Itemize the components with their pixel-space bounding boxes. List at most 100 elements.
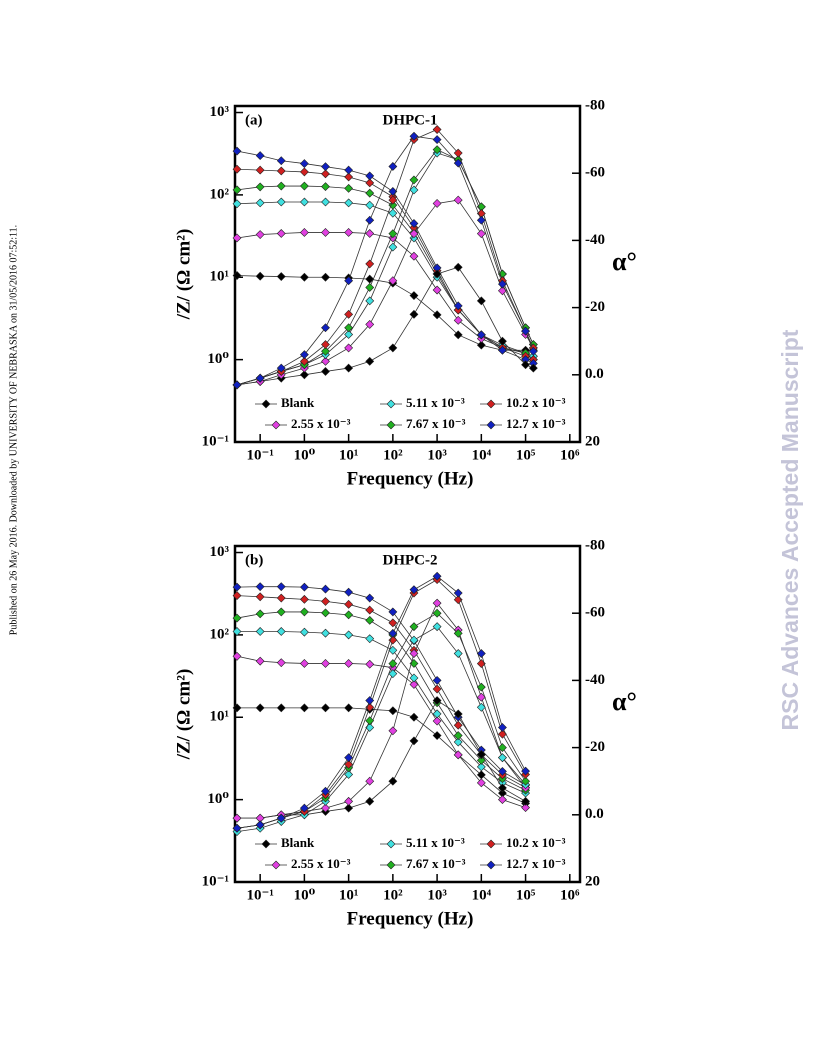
data-point xyxy=(255,182,265,192)
y2-tick-label: -20 xyxy=(585,299,605,315)
legend-marker xyxy=(261,399,271,409)
data-point xyxy=(365,776,375,786)
data-point xyxy=(365,283,375,292)
data-point xyxy=(321,786,330,796)
data-point xyxy=(521,796,530,806)
data-point xyxy=(476,778,486,788)
legend-label: Blank xyxy=(281,395,315,410)
y2-axis-label: α° xyxy=(612,247,637,276)
legend-marker xyxy=(271,420,281,430)
y2-tick-label: 20 xyxy=(585,433,600,449)
legend-marker xyxy=(486,399,496,409)
data-point xyxy=(255,656,265,666)
data-point xyxy=(388,669,398,679)
data-point xyxy=(476,296,486,306)
y2-axis-label: α° xyxy=(612,687,637,716)
y-tick-label: 10⁻¹ xyxy=(202,873,229,889)
data-point xyxy=(388,242,398,252)
legend-label: 10.2 x 10⁻³ xyxy=(506,835,566,850)
x-tick-label: 10¹ xyxy=(339,447,359,463)
data-point xyxy=(255,582,265,592)
data-point xyxy=(432,199,442,208)
y-tick-label: 10¹ xyxy=(210,269,230,285)
data-point xyxy=(388,195,398,205)
data-point xyxy=(498,795,507,805)
data-point xyxy=(388,726,398,736)
legend-marker xyxy=(386,860,396,870)
data-point xyxy=(476,215,486,225)
data-point xyxy=(432,125,442,134)
data-point xyxy=(476,762,486,772)
legend-marker xyxy=(386,839,396,849)
legend-marker xyxy=(486,420,496,430)
data-point xyxy=(409,649,419,658)
data-point xyxy=(255,151,265,161)
data-point xyxy=(432,598,442,608)
data-point xyxy=(476,229,486,239)
data-point xyxy=(255,198,265,208)
data-point xyxy=(432,676,442,685)
data-point xyxy=(321,803,330,813)
data-point xyxy=(388,607,398,617)
data-point xyxy=(388,208,398,218)
data-point xyxy=(528,363,538,373)
data-point xyxy=(453,750,463,760)
data-point xyxy=(365,659,375,669)
data-point xyxy=(232,185,242,195)
data-point xyxy=(365,319,375,329)
data-point xyxy=(276,582,286,592)
data-point xyxy=(409,309,419,319)
plot-frame xyxy=(233,104,582,444)
data-point xyxy=(521,766,530,776)
data-point xyxy=(409,131,419,141)
data-point xyxy=(388,162,398,171)
data-point xyxy=(365,296,375,306)
data-point xyxy=(409,229,419,239)
data-point xyxy=(365,634,375,644)
data-point xyxy=(409,736,419,746)
data-point xyxy=(498,767,507,776)
data-point xyxy=(321,608,330,618)
data-point xyxy=(388,200,398,210)
data-point xyxy=(365,605,375,615)
data-point xyxy=(276,703,286,713)
data-point xyxy=(232,613,242,623)
data-point xyxy=(453,731,463,740)
data-point xyxy=(432,731,442,740)
data-point xyxy=(453,262,463,272)
data-point xyxy=(276,156,286,166)
data-point xyxy=(344,630,354,640)
x-tick-label: 10³ xyxy=(427,447,447,463)
data-point xyxy=(232,591,242,601)
data-point xyxy=(521,803,530,813)
data-point xyxy=(321,367,330,376)
data-point xyxy=(453,649,463,658)
data-point xyxy=(255,627,265,636)
data-point xyxy=(321,340,330,349)
data-point xyxy=(432,310,442,320)
data-point xyxy=(365,356,375,366)
legend-marker xyxy=(261,839,271,849)
data-point xyxy=(521,326,530,336)
data-point xyxy=(255,165,265,175)
data-point xyxy=(276,166,286,176)
y-tick-label: 10² xyxy=(210,626,230,642)
watermark: RSC Advances Accepted Manuscript xyxy=(777,329,803,730)
data-point xyxy=(255,592,265,602)
data-point xyxy=(365,178,375,188)
data-point xyxy=(388,229,398,239)
data-point xyxy=(344,659,354,668)
data-point xyxy=(232,233,242,243)
data-point xyxy=(432,696,442,705)
data-point xyxy=(453,330,463,340)
data-point xyxy=(453,301,463,311)
data-point xyxy=(299,659,309,668)
data-point xyxy=(299,703,309,713)
legend-marker xyxy=(386,420,396,430)
data-point xyxy=(432,684,442,694)
data-point xyxy=(255,703,265,713)
data-point xyxy=(232,703,242,713)
data-point xyxy=(232,380,242,390)
data-point xyxy=(321,596,330,606)
